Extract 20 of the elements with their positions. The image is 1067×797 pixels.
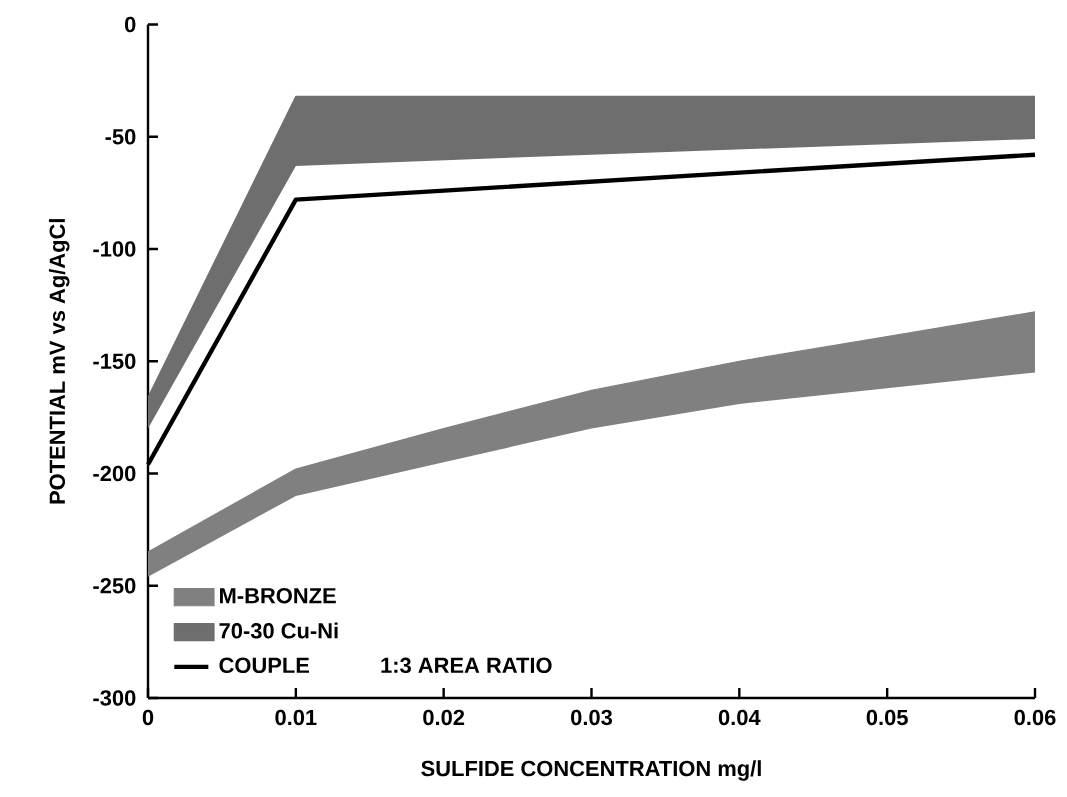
y-tick-label: 0 bbox=[125, 16, 136, 33]
x-tick-label: 0.02 bbox=[423, 709, 465, 726]
legend-label: COUPLE bbox=[219, 657, 310, 674]
annotation: 1:3 AREA RATIO bbox=[381, 657, 552, 674]
x-tick-label: 0.06 bbox=[1014, 709, 1056, 726]
legend-label: 70-30 Cu-Ni bbox=[219, 622, 338, 639]
y-tick-label: -200 bbox=[93, 465, 136, 482]
x-tick-label: 0 bbox=[142, 709, 154, 726]
x-tick-label: 0.04 bbox=[718, 709, 761, 726]
x-tick-label: 0.03 bbox=[571, 709, 613, 726]
y-tick-label: -150 bbox=[93, 353, 136, 370]
y-tick-label: -300 bbox=[93, 690, 136, 706]
y-tick-label: -100 bbox=[93, 241, 136, 257]
y-tick-label: -250 bbox=[93, 578, 136, 594]
y-tick-label: -50 bbox=[105, 129, 136, 145]
y-axis-title: POTENTIAL mV vs Ag/AgCl bbox=[48, 219, 70, 504]
x-tick-label: 0.01 bbox=[275, 709, 317, 726]
x-axis-title: SULFIDE CONCENTRATION mg/l bbox=[421, 760, 761, 781]
legend-label: M-BRONZE bbox=[220, 587, 336, 604]
x-tick-label: 0.05 bbox=[866, 709, 908, 726]
